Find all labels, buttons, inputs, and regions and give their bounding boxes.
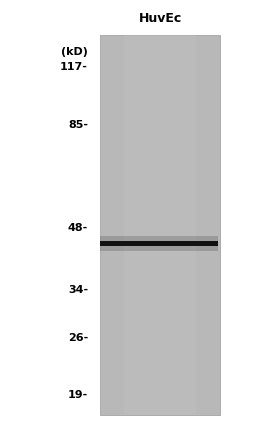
Text: 117-: 117- (60, 62, 88, 73)
Bar (124, 35, 196, 415)
Text: HuvEc: HuvEc (138, 12, 182, 24)
Bar (100, 241, 218, 246)
Text: 48-: 48- (68, 223, 88, 233)
Text: 26-: 26- (68, 333, 88, 344)
Text: 19-: 19- (68, 390, 88, 400)
Bar (100, 236, 218, 251)
Bar (100, 35, 220, 415)
Text: (kD): (kD) (61, 47, 88, 57)
Text: 34-: 34- (68, 285, 88, 295)
Text: 85-: 85- (68, 120, 88, 130)
